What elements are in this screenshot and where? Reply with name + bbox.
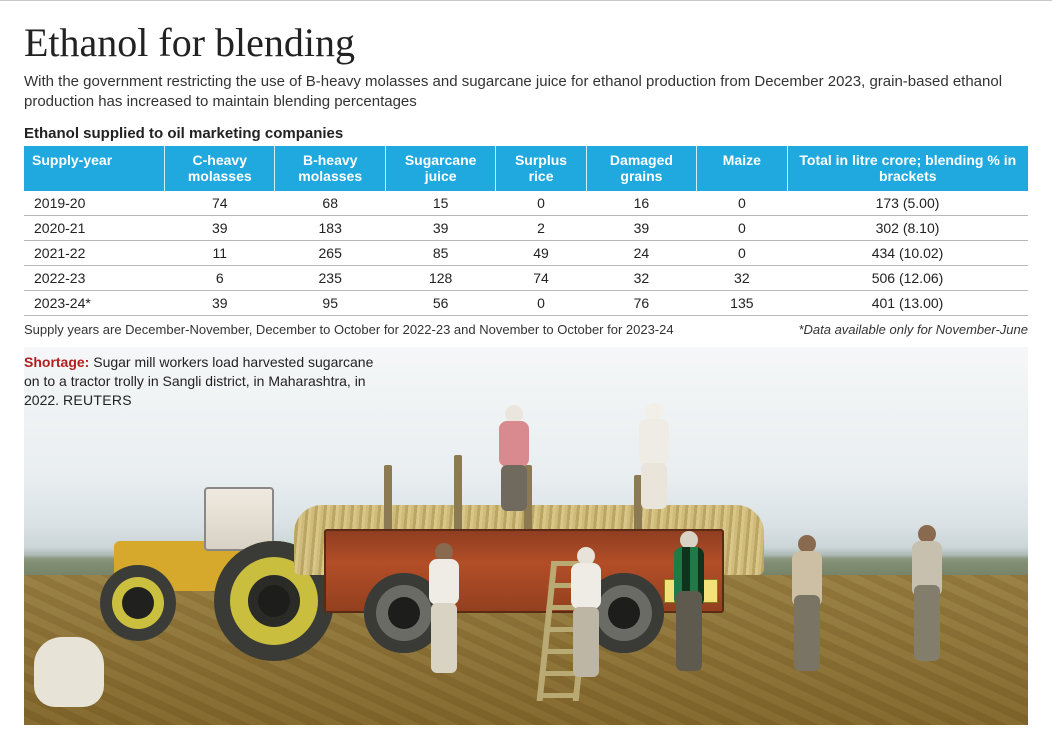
table-cell: 401 (13.00) <box>787 291 1028 316</box>
photo-person <box>904 525 950 685</box>
page-subtitle: With the government restricting the use … <box>24 72 1028 113</box>
photo-person-sitting <box>34 637 104 707</box>
table-body: 2019-207468150160173 (5.00)2020-21391833… <box>24 191 1028 316</box>
table-footnotes: Supply years are December-November, Dece… <box>24 322 1028 337</box>
table-cell: 0 <box>697 241 787 266</box>
table-cell: 15 <box>385 191 495 216</box>
table-cell: 302 (8.10) <box>787 216 1028 241</box>
photo-area: Shortage: Sugar mill workers load harves… <box>24 347 1028 725</box>
table-cell: 56 <box>385 291 495 316</box>
table-header-cell: Surplus rice <box>496 146 586 192</box>
table-cell: 183 <box>275 216 385 241</box>
table-cell: 0 <box>496 291 586 316</box>
table-cell: 506 (12.06) <box>787 266 1028 291</box>
table-header-cell: Sugarcane juice <box>385 146 495 192</box>
infographic-container: Ethanol for blending With the government… <box>0 0 1052 725</box>
table-header-cell: B-heavy molasses <box>275 146 385 192</box>
footnote-right: *Data available only for November-June <box>798 322 1028 337</box>
table-cell: 39 <box>586 216 696 241</box>
table-header-cell: Total in litre crore; blending % in brac… <box>787 146 1028 192</box>
table-cell: 39 <box>165 216 275 241</box>
table-cell: 11 <box>165 241 275 266</box>
table-cell: 2019-20 <box>24 191 165 216</box>
photo-person <box>664 531 714 701</box>
table-cell: 39 <box>165 291 275 316</box>
table-cell: 32 <box>586 266 696 291</box>
table-cell: 265 <box>275 241 385 266</box>
table-header-cell: Damaged grains <box>586 146 696 192</box>
table-row: 2019-207468150160173 (5.00) <box>24 191 1028 216</box>
table-row: 2023-24*399556076135401 (13.00) <box>24 291 1028 316</box>
photo-person <box>422 543 466 693</box>
table-caption: Ethanol supplied to oil marketing compan… <box>24 125 1028 142</box>
photo-person <box>564 547 608 697</box>
table-cell: 95 <box>275 291 385 316</box>
table-cell: 135 <box>697 291 787 316</box>
table-cell: 49 <box>496 241 586 266</box>
table-header-row: Supply-yearC-heavy molassesB-heavy molas… <box>24 146 1028 192</box>
table-cell: 2020-21 <box>24 216 165 241</box>
table-cell: 74 <box>496 266 586 291</box>
photo-person <box>634 403 674 513</box>
table-cell: 74 <box>165 191 275 216</box>
table-cell: 235 <box>275 266 385 291</box>
table-cell: 39 <box>385 216 495 241</box>
ethanol-table: Supply-yearC-heavy molassesB-heavy molas… <box>24 146 1028 317</box>
table-cell: 85 <box>385 241 495 266</box>
table-cell: 434 (10.02) <box>787 241 1028 266</box>
table-header-cell: C-heavy molasses <box>165 146 275 192</box>
page-title: Ethanol for blending <box>24 19 1028 66</box>
table-cell: 2 <box>496 216 586 241</box>
table-cell: 173 (5.00) <box>787 191 1028 216</box>
caption-lead: Shortage: <box>24 354 89 370</box>
footnote-left: Supply years are December-November, Dece… <box>24 322 674 337</box>
table-row: 2021-22112658549240434 (10.02) <box>24 241 1028 266</box>
table-cell: 2022-23 <box>24 266 165 291</box>
table-header-cell: Supply-year <box>24 146 165 192</box>
table-cell: 0 <box>697 191 787 216</box>
table-cell: 32 <box>697 266 787 291</box>
table-header-cell: Maize <box>697 146 787 192</box>
table-cell: 24 <box>586 241 696 266</box>
table-cell: 0 <box>697 216 787 241</box>
photo-person <box>494 405 534 515</box>
photo-person <box>784 535 830 695</box>
table-cell: 0 <box>496 191 586 216</box>
photo-caption: Shortage: Sugar mill workers load harves… <box>24 353 384 410</box>
table-cell: 6 <box>165 266 275 291</box>
table-cell: 16 <box>586 191 696 216</box>
table-cell: 68 <box>275 191 385 216</box>
table-cell: 2021-22 <box>24 241 165 266</box>
table-row: 2020-2139183392390302 (8.10) <box>24 216 1028 241</box>
table-cell: 2023-24* <box>24 291 165 316</box>
table-cell: 76 <box>586 291 696 316</box>
table-cell: 128 <box>385 266 495 291</box>
caption-credit: REUTERS <box>63 392 132 408</box>
table-row: 2022-236235128743232506 (12.06) <box>24 266 1028 291</box>
